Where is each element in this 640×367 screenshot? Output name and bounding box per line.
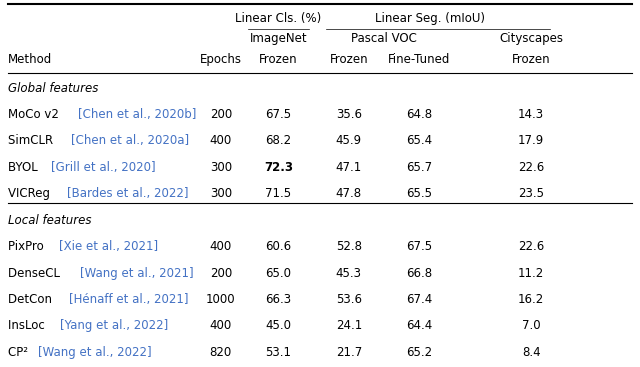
Text: Frozen: Frozen <box>512 53 550 66</box>
Text: 66.3: 66.3 <box>266 293 291 306</box>
Text: VICReg: VICReg <box>8 187 53 200</box>
Text: 8.4: 8.4 <box>522 346 541 359</box>
Text: 400: 400 <box>210 319 232 333</box>
Text: 64.4: 64.4 <box>406 319 433 333</box>
Text: 65.0: 65.0 <box>266 266 291 280</box>
Text: MoCo v2: MoCo v2 <box>8 108 62 121</box>
Text: BYOL: BYOL <box>8 161 41 174</box>
Text: DenseCL: DenseCL <box>8 266 63 280</box>
Text: 65.5: 65.5 <box>406 187 432 200</box>
Text: 300: 300 <box>210 161 232 174</box>
Text: 200: 200 <box>210 266 232 280</box>
Text: [Hénaff et al., 2021]: [Hénaff et al., 2021] <box>69 293 189 306</box>
Text: Pascal VOC: Pascal VOC <box>351 32 417 45</box>
Text: [Wang et al., 2022]: [Wang et al., 2022] <box>38 346 152 359</box>
Text: 66.8: 66.8 <box>406 266 432 280</box>
Text: 68.2: 68.2 <box>266 134 291 148</box>
Text: [Bardes et al., 2022]: [Bardes et al., 2022] <box>67 187 188 200</box>
Text: DetCon: DetCon <box>8 293 56 306</box>
Text: Cityscapes: Cityscapes <box>499 32 563 45</box>
Text: 21.7: 21.7 <box>335 346 362 359</box>
Text: 53.6: 53.6 <box>336 293 362 306</box>
Text: 53.1: 53.1 <box>266 346 291 359</box>
Text: Epochs: Epochs <box>200 53 242 66</box>
Text: 72.3: 72.3 <box>264 161 293 174</box>
Text: Frozen: Frozen <box>330 53 368 66</box>
Text: 400: 400 <box>210 240 232 253</box>
Text: 7.0: 7.0 <box>522 319 541 333</box>
Text: 11.2: 11.2 <box>518 266 545 280</box>
Text: 71.5: 71.5 <box>266 187 291 200</box>
Text: [Chen et al., 2020b]: [Chen et al., 2020b] <box>78 108 196 121</box>
Text: 47.8: 47.8 <box>336 187 362 200</box>
Text: Global features: Global features <box>8 81 98 95</box>
Text: Linear Cls. (%): Linear Cls. (%) <box>236 12 321 25</box>
Text: 67.4: 67.4 <box>406 293 433 306</box>
Text: 1000: 1000 <box>206 293 236 306</box>
Text: InsLoc: InsLoc <box>8 319 48 333</box>
Text: Fine-Tuned: Fine-Tuned <box>388 53 451 66</box>
Text: [Grill et al., 2020]: [Grill et al., 2020] <box>51 161 156 174</box>
Text: 47.1: 47.1 <box>335 161 362 174</box>
Text: 14.3: 14.3 <box>518 108 544 121</box>
Text: PixPro: PixPro <box>8 240 47 253</box>
Text: 23.5: 23.5 <box>518 187 544 200</box>
Text: Linear Seg. (mIoU): Linear Seg. (mIoU) <box>375 12 485 25</box>
Text: 65.7: 65.7 <box>406 161 432 174</box>
Text: Frozen: Frozen <box>259 53 298 66</box>
Text: [Chen et al., 2020a]: [Chen et al., 2020a] <box>71 134 189 148</box>
Text: 300: 300 <box>210 187 232 200</box>
Text: 24.1: 24.1 <box>335 319 362 333</box>
Text: Method: Method <box>8 53 52 66</box>
Text: 820: 820 <box>210 346 232 359</box>
Text: 65.4: 65.4 <box>406 134 432 148</box>
Text: 200: 200 <box>210 108 232 121</box>
Text: 45.9: 45.9 <box>336 134 362 148</box>
Text: 67.5: 67.5 <box>406 240 432 253</box>
Text: 60.6: 60.6 <box>266 240 291 253</box>
Text: ImageNet: ImageNet <box>250 32 307 45</box>
Text: 52.8: 52.8 <box>336 240 362 253</box>
Text: 45.3: 45.3 <box>336 266 362 280</box>
Text: 45.0: 45.0 <box>266 319 291 333</box>
Text: SimCLR: SimCLR <box>8 134 56 148</box>
Text: 64.8: 64.8 <box>406 108 432 121</box>
Text: 22.6: 22.6 <box>518 240 545 253</box>
Text: [Yang et al., 2022]: [Yang et al., 2022] <box>60 319 168 333</box>
Text: [Wang et al., 2021]: [Wang et al., 2021] <box>79 266 193 280</box>
Text: 22.6: 22.6 <box>518 161 545 174</box>
Text: 65.2: 65.2 <box>406 346 432 359</box>
Text: CP²: CP² <box>8 346 31 359</box>
Text: 17.9: 17.9 <box>518 134 545 148</box>
Text: 400: 400 <box>210 134 232 148</box>
Text: 35.6: 35.6 <box>336 108 362 121</box>
Text: Local features: Local features <box>8 214 91 227</box>
Text: [Xie et al., 2021]: [Xie et al., 2021] <box>59 240 158 253</box>
Text: 16.2: 16.2 <box>518 293 545 306</box>
Text: 67.5: 67.5 <box>266 108 291 121</box>
